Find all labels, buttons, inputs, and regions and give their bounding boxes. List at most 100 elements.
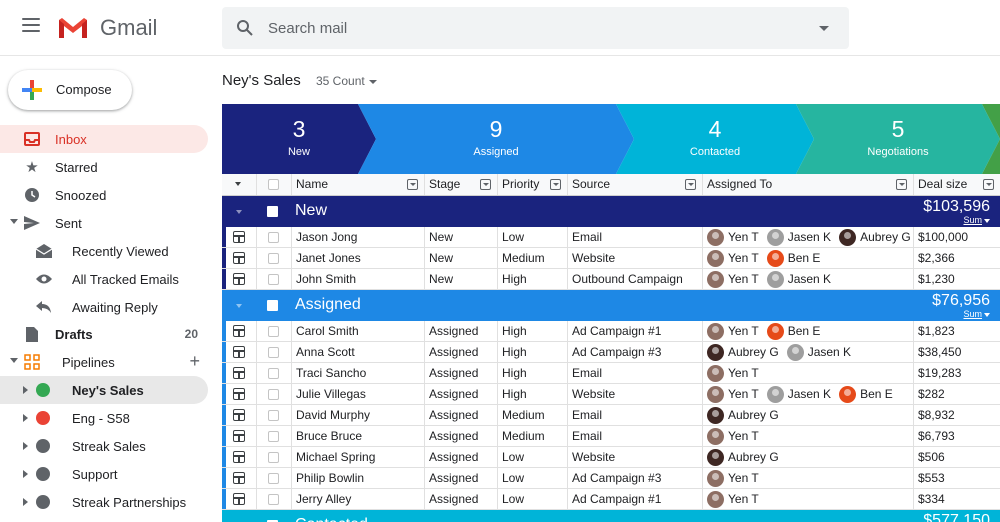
- cell-name[interactable]: David Murphy: [291, 405, 424, 425]
- sidebar-item-starred[interactable]: ★ Starred: [0, 153, 208, 181]
- box-count-dropdown[interactable]: 35 Count: [316, 74, 377, 88]
- cell-source[interactable]: Email: [567, 426, 702, 446]
- cell-stage[interactable]: Assigned: [424, 342, 497, 362]
- cell-assigned-to[interactable]: Yen T Ben E: [702, 248, 913, 268]
- cell-assigned-to[interactable]: Aubrey G Jasen K: [702, 342, 913, 362]
- cell-assigned-to[interactable]: Yen T: [702, 468, 913, 488]
- cell-name[interactable]: Bruce Bruce: [291, 426, 424, 446]
- cell-deal-size[interactable]: $1,230: [913, 269, 1000, 289]
- cell-priority[interactable]: Low: [497, 227, 567, 247]
- sum-chevron-down-icon[interactable]: [984, 313, 990, 317]
- sidebar-item-all-tracked-emails[interactable]: All Tracked Emails: [0, 265, 208, 293]
- add-pipeline-plus-icon[interactable]: +: [189, 351, 200, 371]
- stage-contacted[interactable]: 4 Contacted: [634, 104, 796, 174]
- search-icon[interactable]: [236, 19, 254, 37]
- cell-stage[interactable]: Assigned: [424, 426, 497, 446]
- stage-new[interactable]: 3 New: [222, 104, 376, 174]
- sidebar-item-snoozed[interactable]: Snoozed: [0, 181, 208, 209]
- cell-assigned-to[interactable]: Yen T Jasen K Ben E: [702, 384, 913, 404]
- cell-stage[interactable]: Assigned: [424, 468, 497, 488]
- column-menu-chevron-down-icon[interactable]: [480, 179, 491, 190]
- row-checkbox[interactable]: [268, 232, 279, 243]
- cell-deal-size[interactable]: $6,793: [913, 426, 1000, 446]
- group-sum-label[interactable]: Sum: [963, 215, 982, 225]
- cell-priority[interactable]: Medium: [497, 248, 567, 268]
- sidebar-item-drafts[interactable]: Drafts 20: [0, 320, 208, 348]
- cell-assigned-to[interactable]: Aubrey G: [702, 405, 913, 425]
- cell-stage[interactable]: New: [424, 269, 497, 289]
- sidebar-item-inbox[interactable]: Inbox: [0, 125, 208, 153]
- sidebar-item-pipeline[interactable]: Eng - S58: [0, 404, 208, 432]
- cell-name[interactable]: John Smith: [291, 269, 424, 289]
- open-box-icon[interactable]: [233, 388, 245, 400]
- row-checkbox[interactable]: [268, 473, 279, 484]
- cell-source[interactable]: Ad Campaign #1: [567, 321, 702, 341]
- table-row[interactable]: Julie Villegas Assigned High Website Yen T Ja…: [222, 384, 1000, 405]
- expand-chevron-right-icon[interactable]: [23, 442, 28, 450]
- open-box-icon[interactable]: [233, 493, 245, 505]
- cell-priority[interactable]: Medium: [497, 426, 567, 446]
- cell-stage[interactable]: Assigned: [424, 489, 497, 509]
- column-header-priority[interactable]: Priority: [497, 174, 567, 195]
- sidebar-item-sent[interactable]: Sent: [0, 209, 208, 237]
- cell-source[interactable]: Email: [567, 227, 702, 247]
- cell-stage[interactable]: Assigned: [424, 447, 497, 467]
- collapse-chevron-down-icon[interactable]: [10, 219, 18, 224]
- search-input[interactable]: [268, 15, 788, 41]
- stage-arrow-negotiations[interactable]: [796, 104, 1000, 174]
- cell-source[interactable]: Ad Campaign #3: [567, 342, 702, 362]
- cell-priority[interactable]: High: [497, 342, 567, 362]
- row-checkbox[interactable]: [268, 452, 279, 463]
- cell-source[interactable]: Outbound Campaign: [567, 269, 702, 289]
- cell-name[interactable]: Jerry Alley: [291, 489, 424, 509]
- open-box-icon[interactable]: [233, 451, 245, 463]
- cell-name[interactable]: Julie Villegas: [291, 384, 424, 404]
- open-box-icon[interactable]: [233, 472, 245, 484]
- group-select-checkbox[interactable]: [267, 300, 278, 311]
- cell-source[interactable]: Email: [567, 363, 702, 383]
- column-header-stage[interactable]: Stage: [424, 174, 497, 195]
- cell-deal-size[interactable]: $1,823: [913, 321, 1000, 341]
- stage-group-header[interactable]: Contacted$577,150Sum: [222, 510, 1000, 522]
- cell-source[interactable]: Website: [567, 384, 702, 404]
- open-box-icon[interactable]: [233, 367, 245, 379]
- cell-assigned-to[interactable]: Yen T: [702, 489, 913, 509]
- collapse-chevron-down-icon[interactable]: [236, 304, 242, 308]
- row-checkbox[interactable]: [268, 431, 279, 442]
- stage-group-header[interactable]: Assigned $76,956 Sum: [222, 290, 1000, 321]
- cell-priority[interactable]: Low: [497, 447, 567, 467]
- search-bar[interactable]: [222, 7, 849, 49]
- cell-deal-size[interactable]: $2,366: [913, 248, 1000, 268]
- cell-deal-size[interactable]: $282: [913, 384, 1000, 404]
- stage-negotiations[interactable]: 5 Negotiations: [814, 104, 982, 174]
- cell-assigned-to[interactable]: Yen T Jasen K: [702, 269, 913, 289]
- row-checkbox[interactable]: [268, 368, 279, 379]
- row-checkbox[interactable]: [268, 410, 279, 421]
- cell-deal-size[interactable]: $19,283: [913, 363, 1000, 383]
- cell-priority[interactable]: High: [497, 269, 567, 289]
- sum-chevron-down-icon[interactable]: [984, 219, 990, 223]
- open-box-icon[interactable]: [233, 409, 245, 421]
- open-box-icon[interactable]: [233, 252, 245, 264]
- column-header-deal-size[interactable]: Deal size: [913, 174, 1000, 195]
- table-row[interactable]: Traci Sancho Assigned High Email Yen T $19,28…: [222, 363, 1000, 384]
- open-box-icon[interactable]: [233, 273, 245, 285]
- column-header-name[interactable]: Name: [291, 174, 424, 195]
- column-menu-chevron-down-icon[interactable]: [896, 179, 907, 190]
- table-row[interactable]: Bruce Bruce Assigned Medium Email Yen T $6,79…: [222, 426, 1000, 447]
- search-options-chevron-down-icon[interactable]: [819, 26, 829, 31]
- cell-stage[interactable]: Assigned: [424, 363, 497, 383]
- stage-group-header[interactable]: New $103,596 Sum: [222, 196, 1000, 227]
- cell-deal-size[interactable]: $506: [913, 447, 1000, 467]
- stage-arrow-next[interactable]: [982, 104, 1000, 174]
- cell-source[interactable]: Email: [567, 405, 702, 425]
- cell-assigned-to[interactable]: Yen T: [702, 363, 913, 383]
- cell-name[interactable]: Traci Sancho: [291, 363, 424, 383]
- column-menu-chevron-down-icon[interactable]: [407, 179, 418, 190]
- group-sum-label[interactable]: Sum: [963, 309, 982, 319]
- table-row[interactable]: Carol Smith Assigned High Ad Campaign #1 Yen…: [222, 321, 1000, 342]
- compose-button[interactable]: Compose: [8, 70, 132, 110]
- cell-priority[interactable]: Low: [497, 489, 567, 509]
- cell-assigned-to[interactable]: Aubrey G: [702, 447, 913, 467]
- column-header-assigned-to[interactable]: Assigned To: [702, 174, 913, 195]
